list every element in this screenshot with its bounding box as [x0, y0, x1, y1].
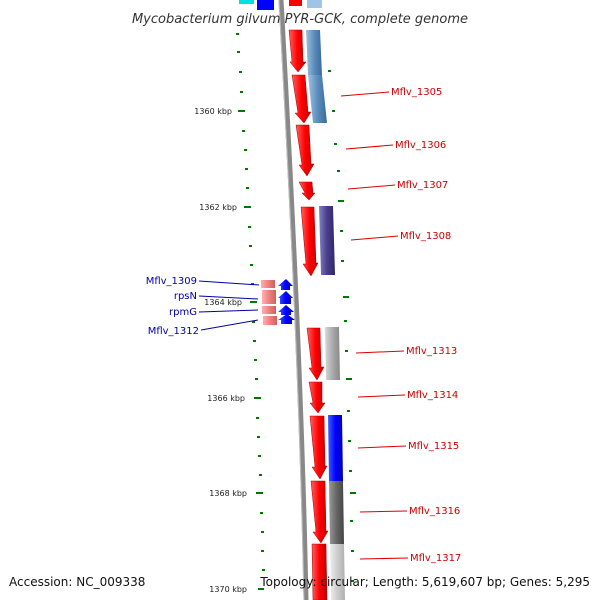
forward-gene-labels: Mflv_1305 Mflv_1306 Mflv_1307 Mflv_1308 …	[340, 87, 461, 564]
tick-label-1368: 1368 kbp	[209, 489, 247, 498]
top-partial-features	[239, 0, 322, 10]
gene-label-mflv-1316: Mflv_1316	[409, 506, 460, 517]
gene-label-mflv-1314: Mflv_1314	[407, 390, 458, 401]
tick-label-1366: 1366 kbp	[207, 394, 245, 403]
accession-text: Accession: NC_009338	[9, 575, 145, 589]
forward-strand-genes	[288, 29, 329, 600]
reverse-cog-blocks	[261, 280, 277, 325]
gene-label-mflv-1317: Mflv_1317	[410, 553, 461, 564]
gene-arrow-mflv-1314	[308, 381, 326, 414]
gene-label-rpsN: rpsN	[174, 291, 197, 302]
inner-dotted-ring	[236, 33, 265, 571]
gene-label-mflv-1313: Mflv_1313	[406, 346, 457, 357]
gene-arrow-rpsN	[278, 291, 293, 304]
topology-text: Topology: circular; Length: 5,619,607 bp…	[259, 575, 590, 589]
gene-arrow-mflv-1317	[311, 543, 328, 600]
map-title: Mycobacterium gilvum PYR-GCK, complete g…	[132, 12, 468, 27]
gene-arrow-mflv-1312	[278, 314, 295, 324]
gene-label-mflv-1309: Mflv_1309	[146, 276, 197, 287]
gene-arrow-mflv-1306	[295, 124, 315, 177]
gene-arrow-rpmG	[278, 305, 294, 315]
gene-label-mflv-1315: Mflv_1315	[408, 441, 459, 452]
gene-arrow-mflv-1307	[298, 181, 316, 201]
gene-arrow-mflv-1305	[291, 74, 312, 124]
gene-arrow-mflv-1309	[278, 279, 293, 290]
gene-label-mflv-1307: Mflv_1307	[397, 180, 448, 191]
gene-label-mflv-1305: Mflv_1305	[391, 87, 442, 98]
tick-label-1370: 1370 kbp	[209, 585, 247, 594]
gene-label-rpmG: rpmG	[169, 307, 197, 318]
tick-label-1360: 1360 kbp	[194, 107, 232, 116]
axis-ticks: 1360 kbp 1362 kbp 1364 kbp 1366 kbp 1368…	[194, 107, 264, 594]
gene-label-mflv-1312: Mflv_1312	[148, 326, 199, 337]
gene-label-mflv-1306: Mflv_1306	[395, 140, 446, 151]
gene-arrow-mflv-1316	[310, 480, 329, 544]
genome-backbone	[278, 0, 309, 600]
gene-arrow-mflv-1304	[288, 29, 307, 73]
gene-arrow-mflv-1315	[309, 415, 328, 480]
tick-label-1362: 1362 kbp	[199, 203, 237, 212]
tick-label-1364: 1364 kbp	[204, 298, 242, 307]
forward-cog-blocks	[306, 30, 345, 600]
outer-dotted-ring	[328, 70, 356, 582]
gene-label-mflv-1308: Mflv_1308	[400, 231, 451, 242]
gene-arrow-mflv-1308	[300, 206, 319, 277]
gene-arrow-mflv-1313	[306, 327, 325, 381]
reverse-strand-genes	[278, 279, 295, 324]
reverse-gene-labels: Mflv_1309 rpsN rpmG Mflv_1312	[146, 276, 260, 337]
